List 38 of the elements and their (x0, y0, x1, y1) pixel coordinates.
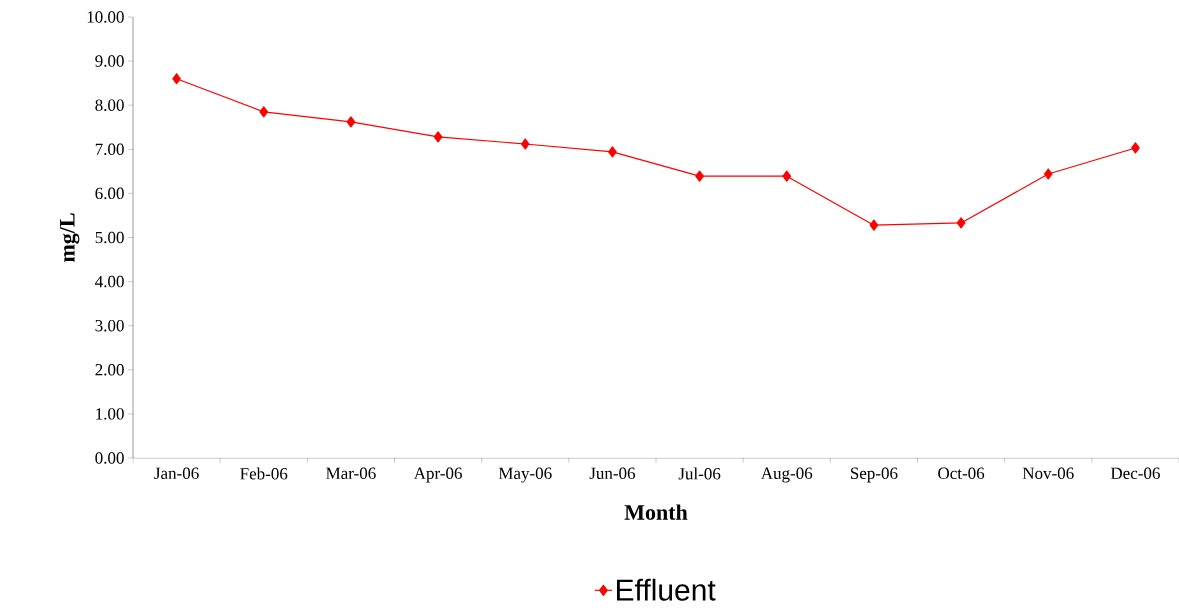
x-tick-label: Jul-06 (678, 467, 721, 480)
y-tick-label: 8.00 (95, 99, 124, 111)
point (956, 217, 966, 229)
point (695, 170, 704, 182)
y-axis-title: mg/L (60, 213, 80, 262)
y-tick-label: 6.00 (95, 187, 124, 200)
point (1043, 168, 1053, 180)
point (782, 170, 792, 182)
x-tick-label: Dec-06 (1110, 467, 1160, 480)
x-tick-label: Apr-06 (413, 467, 462, 483)
x-tick-label: Nov-06 (1022, 467, 1074, 480)
y-tick-label: 9.00 (95, 55, 124, 67)
x-tick-label: Aug-06 (760, 467, 813, 483)
x-tick-label: Jun-06 (589, 467, 636, 480)
y-tick-label: 4.00 (95, 275, 124, 288)
point (259, 106, 269, 118)
y-tick-label: 1.00 (96, 408, 124, 420)
x-tick-label: Oct-06 (938, 467, 985, 480)
x-tick-label: May-06 (498, 467, 552, 483)
y-tick-label: 2.00 (95, 364, 124, 376)
x-axis-title: Month (624, 504, 688, 520)
y-tick-label: 5.00 (95, 231, 124, 244)
x-tick-label: Mar-06 (326, 467, 376, 480)
x-tick-label: Sep-06 (850, 467, 898, 483)
x-tick-label: Feb-06 (240, 467, 288, 480)
x-tick-label: Jan-06 (154, 467, 199, 480)
y-tick-label: 0.00 (95, 452, 124, 464)
point (433, 131, 443, 143)
point (869, 219, 879, 231)
point (346, 116, 356, 128)
point (608, 146, 617, 158)
y-tick-label: 3.00 (95, 319, 124, 332)
point (172, 73, 181, 85)
legend-label: Effluent (617, 578, 716, 601)
y-tick-label: 10.00 (87, 11, 124, 23)
point (1131, 142, 1140, 154)
y-tick-label: 7.00 (95, 143, 124, 156)
point (520, 138, 530, 150)
